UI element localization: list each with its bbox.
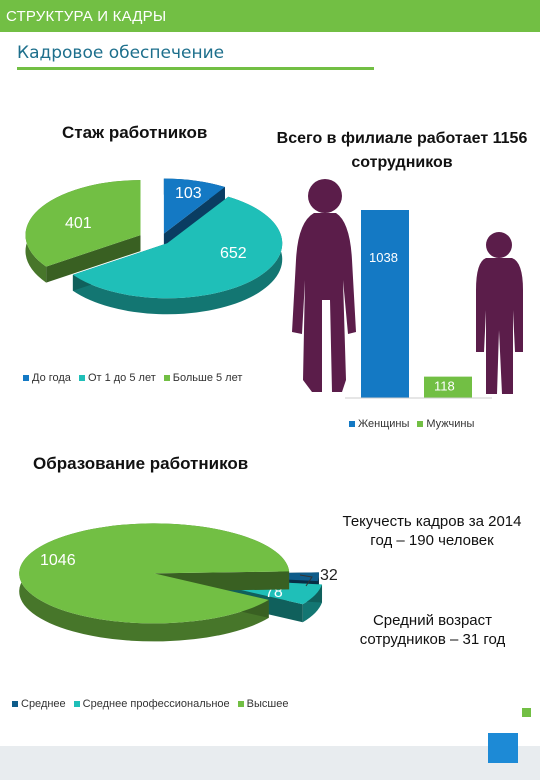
leader-line	[299, 574, 313, 587]
legend-item: Женщины	[349, 418, 409, 430]
legend-item: Больше 5 лет	[163, 372, 242, 384]
average-age-note: Средний возраст сотрудников – 31 год	[359, 612, 506, 648]
data-label: 32	[320, 567, 338, 584]
page-title: Кадровое обеспечение	[17, 43, 225, 63]
bar	[424, 376, 472, 398]
title-underline	[17, 67, 374, 70]
education-chart-title: Образование работников	[33, 454, 249, 473]
decor-square	[522, 708, 531, 717]
male-silhouette-icon	[476, 232, 523, 394]
legend-item: До года	[23, 372, 71, 384]
total-staff-note: Всего в филиале работает 1156 сотруднико…	[276, 130, 528, 171]
data-label: 1046	[40, 552, 76, 569]
bar-label: 1038	[369, 250, 398, 265]
decor-square-blue	[488, 733, 518, 763]
pie-slice	[163, 178, 225, 250]
legend-item: Мужчины	[417, 418, 474, 430]
gender-legend: Женщины Мужчины	[349, 418, 482, 430]
legend-item: От 1 до 5 лет	[78, 372, 156, 384]
data-label: 401	[65, 215, 92, 232]
turnover-note: Текучесть кадров за 2014 год – 190 челов…	[342, 513, 522, 549]
experience-chart-title: Стаж работников	[62, 123, 208, 142]
experience-legend: До года От 1 до 5 лет Больше 5 лет	[23, 372, 250, 384]
female-silhouette-icon	[292, 179, 356, 392]
data-label: 652	[220, 245, 247, 262]
header-bar: СТРУКТУРА И КАДРЫ	[0, 0, 540, 32]
pie-slice	[72, 196, 283, 315]
legend-item: Среднее профессиональное	[73, 698, 230, 710]
bar	[361, 210, 409, 398]
bar-label: 118	[434, 379, 455, 394]
data-label: 103	[175, 185, 202, 202]
footer-bar	[0, 746, 540, 780]
section-title: СТРУКТУРА И КАДРЫ	[6, 8, 167, 25]
legend-item: Среднее	[12, 698, 66, 710]
pie-slice	[19, 523, 290, 642]
education-legend: Среднее Среднее профессиональное Высшее	[12, 698, 296, 710]
pie-slice	[25, 180, 141, 283]
legend-item: Высшее	[237, 698, 288, 710]
